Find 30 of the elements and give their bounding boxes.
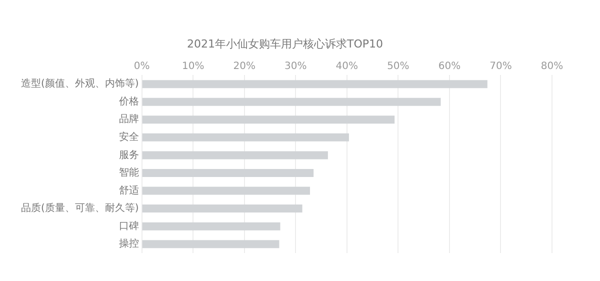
y-tick-label: 舒适 <box>118 184 139 196</box>
x-tick-label: 20% <box>233 60 256 72</box>
chart-title: 2021年小仙女购车用户核心诉求TOP10 <box>186 37 384 50</box>
y-tick-label: 口碑 <box>118 220 139 232</box>
x-tick-label: 50% <box>387 60 410 72</box>
x-tick-label: 40% <box>336 60 358 72</box>
x-tick-label: 80% <box>540 60 564 72</box>
bar <box>142 80 488 88</box>
x-tick-label: 60% <box>438 60 461 72</box>
y-tick-label: 价格 <box>118 95 139 108</box>
bar <box>142 98 441 106</box>
bar <box>142 186 310 195</box>
bar <box>142 222 280 230</box>
y-tick-label: 造型(颜值、外观、内饰等) <box>20 78 139 90</box>
bar <box>142 168 314 177</box>
bar <box>142 116 395 124</box>
bar <box>142 204 302 213</box>
bar <box>142 133 349 142</box>
y-tick-label: 安全 <box>118 131 139 144</box>
y-tick-label: 品牌 <box>118 113 139 126</box>
y-tick-label: 品质(质量、可靠、耐久等) <box>20 202 139 214</box>
x-tick-label: 0% <box>134 60 150 72</box>
y-tick-label: 操控 <box>118 238 139 250</box>
x-tick-label: 30% <box>284 60 307 72</box>
x-tick-label: 70% <box>490 60 512 72</box>
bar <box>142 151 328 160</box>
bar <box>142 240 280 248</box>
y-tick-label: 智能 <box>118 166 139 179</box>
x-tick-label: 10% <box>182 60 204 72</box>
y-tick-label: 服务 <box>118 148 139 161</box>
